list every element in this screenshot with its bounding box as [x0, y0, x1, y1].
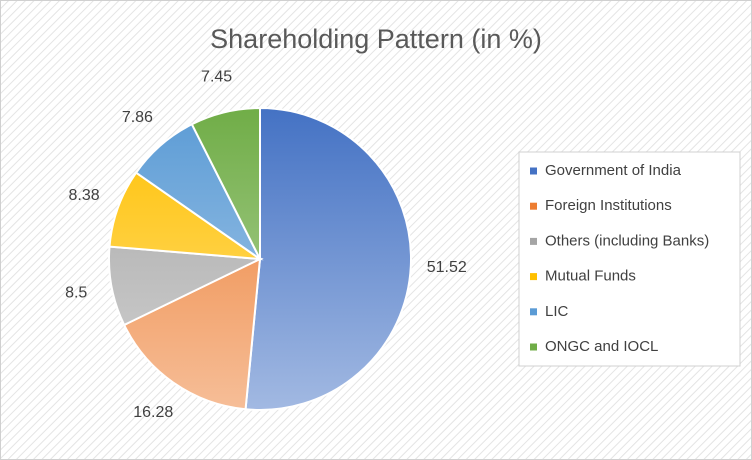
pie-slice — [244, 106, 412, 411]
pie — [108, 106, 412, 411]
legend-swatch — [530, 343, 537, 351]
legend-swatch — [530, 308, 537, 316]
pie-slice — [190, 106, 261, 260]
data-label: 7.45 — [201, 68, 232, 85]
legend-swatch — [530, 167, 537, 175]
legend-label: Government of India — [545, 162, 682, 179]
data-labels: 51.52 16.28 8.5 8.38 7.86 7.45 — [65, 68, 467, 420]
data-label: 8.38 — [68, 187, 99, 204]
legend-label: Others (including Banks) — [545, 232, 709, 249]
legend-label: LIC — [545, 303, 569, 320]
data-label: 16.28 — [133, 404, 173, 421]
legend-swatch — [530, 237, 537, 245]
data-label: 51.52 — [427, 259, 467, 276]
data-label: 7.86 — [122, 109, 153, 126]
legend-label: Foreign Institutions — [545, 197, 672, 214]
legend: Government of India Foreign Institutions O… — [530, 162, 709, 355]
legend-label: ONGC and IOCL — [545, 338, 658, 355]
pie-slice — [122, 257, 262, 411]
chart-title: Shareholding Pattern (in %) — [210, 24, 542, 54]
legend-box — [518, 151, 741, 367]
legend-swatch — [530, 202, 537, 210]
legend-swatch — [530, 273, 537, 281]
data-label: 8.5 — [65, 285, 87, 302]
legend-label: Mutual Funds — [545, 268, 636, 285]
